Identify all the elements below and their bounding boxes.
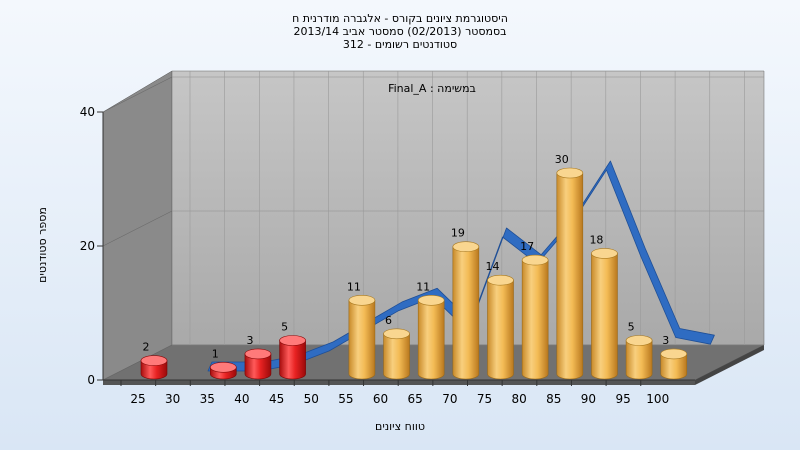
chart-subtitle: Final_A : במשימה: [388, 82, 476, 95]
x-tick-label: 35: [200, 392, 215, 406]
title-line: בסמסטר (02/2013) סמסטר אביב 2013/14: [293, 25, 506, 38]
bar-value-label: 1: [212, 347, 219, 360]
x-tick-label: 85: [546, 392, 561, 406]
bar-body: [417, 300, 445, 380]
gridline: [102, 344, 173, 381]
bar-body: [487, 279, 514, 380]
x-tick-label: 75: [477, 392, 492, 406]
bar: 1: [210, 347, 237, 380]
bar-top: [556, 167, 584, 179]
x-tick-label: 95: [615, 392, 630, 406]
bar-body: [383, 333, 410, 380]
bar-value-label: 5: [281, 321, 288, 334]
bar-top: [244, 348, 272, 360]
bar: 30: [555, 153, 584, 380]
bar-value-label: 2: [143, 341, 150, 354]
x-tick-label: 25: [130, 392, 145, 406]
bar-value-label: 11: [416, 280, 430, 293]
bar: 11: [347, 280, 376, 380]
bars: 2 1 3 5 11 6 11 19 14 17 30 18 5 3: [140, 153, 688, 380]
bar-body: [452, 246, 480, 380]
x-tick-label: 50: [304, 392, 319, 406]
bar-value-label: 3: [246, 334, 253, 347]
bar-top: [140, 355, 168, 366]
bar-value-label: 18: [589, 233, 603, 246]
bar-body: [591, 253, 618, 380]
bar-body: [625, 340, 653, 380]
side-wall: [102, 70, 173, 381]
bar: 5: [625, 321, 653, 380]
x-tick-label: 30: [165, 392, 180, 406]
floor-front-edge: [103, 380, 695, 385]
bar-value-label: 17: [520, 240, 534, 253]
bar-top: [487, 274, 514, 286]
bar-top: [625, 335, 653, 346]
x-tick-label: 45: [269, 392, 284, 406]
bar-body: [244, 353, 272, 380]
gridline: [102, 210, 173, 247]
x-axis-title: טווח ציונים: [375, 420, 425, 433]
title-line: סטודנטים רשומים - 312: [343, 38, 457, 51]
y-tick-label: 20: [80, 239, 95, 253]
bar-top: [279, 335, 306, 346]
bar-value-label: 30: [555, 153, 569, 166]
bar-top: [348, 294, 376, 306]
floor-right-edge: [695, 345, 764, 385]
x-tick-label: 70: [442, 392, 457, 406]
y-tick-label: 40: [80, 105, 95, 119]
bar-top: [521, 254, 549, 266]
bar-value-label: 5: [628, 321, 635, 334]
x-tick-label: 60: [373, 392, 388, 406]
x-tick-label: 100: [646, 392, 669, 406]
y-axis-title: מספר סטודנטים: [36, 207, 49, 283]
y-tick-label: 0: [87, 373, 95, 387]
bar-value-label: 14: [486, 260, 500, 273]
bar-body: [348, 300, 376, 380]
bar: 6: [383, 314, 410, 380]
bar: 14: [486, 260, 514, 380]
title-line: היסטוגרמת ציונים בקורס - אלגברה מודרנית …: [292, 12, 508, 25]
bar-body: [279, 340, 306, 380]
bar-value-label: 6: [385, 314, 392, 327]
bar-body: [660, 353, 688, 380]
x-tick-label: 80: [512, 392, 527, 406]
bar-top: [383, 328, 410, 340]
bar-value-label: 3: [662, 334, 669, 347]
bar-top: [660, 348, 688, 360]
gridline: [102, 76, 173, 113]
bar-body: [521, 259, 549, 380]
bar: 11: [416, 280, 445, 380]
bar: 3: [660, 334, 688, 380]
chart-title: היסטוגרמת ציונים בקורס - אלגברה מודרנית …: [292, 12, 508, 51]
bar: 5: [279, 321, 306, 380]
bar-value-label: 19: [451, 227, 465, 240]
bar-top: [591, 248, 618, 259]
bar-value-label: 11: [347, 280, 361, 293]
x-tick-label: 65: [408, 392, 423, 406]
x-tick-label: 40: [234, 392, 249, 406]
x-tick-label: 55: [338, 392, 353, 406]
bar: 2: [140, 341, 168, 380]
bar: 18: [589, 233, 618, 380]
x-tick-label: 90: [581, 392, 596, 406]
bar: 17: [520, 240, 549, 380]
bar-body: [556, 172, 584, 380]
bar-top: [452, 241, 480, 252]
bar: 19: [451, 227, 480, 380]
bar: 3: [244, 334, 272, 380]
bar-top: [210, 361, 237, 373]
bar-top: [417, 294, 445, 306]
